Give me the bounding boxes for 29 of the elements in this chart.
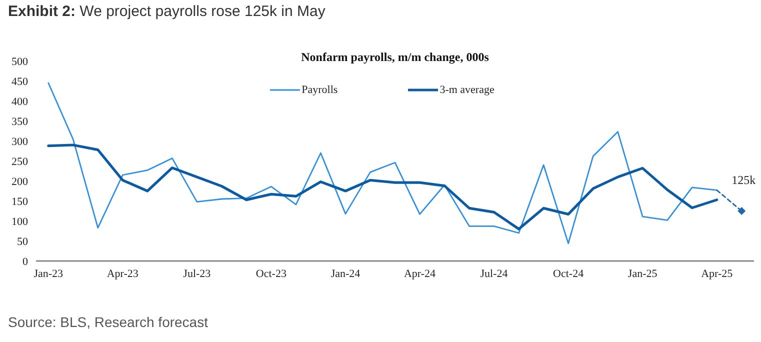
- source-note: Source: BLS, Research forecast: [8, 314, 208, 330]
- x-tick-label: Apr-24: [404, 268, 436, 280]
- chart-subtitle: Nonfarm payrolls, m/m change, 000s: [300, 50, 490, 65]
- line-series: [47, 144, 718, 230]
- x-tick-label: Oct-24: [553, 268, 584, 280]
- y-tick-label: 200: [12, 176, 28, 188]
- y-tick-label: 150: [12, 196, 28, 208]
- y-tick-label: 250: [12, 156, 28, 168]
- x-tick-label: Oct-23: [256, 268, 287, 280]
- y-tick-label: 100: [12, 216, 28, 228]
- y-tick-label: 350: [12, 116, 28, 128]
- x-tick-label: Apr-25: [701, 268, 734, 280]
- y-tick-label: 400: [12, 96, 28, 108]
- data-label: 125k: [732, 173, 756, 187]
- y-tick-label: 450: [12, 76, 28, 88]
- x-tick-label: Jan-23: [34, 268, 64, 280]
- x-tick-label: Apr-23: [106, 268, 139, 280]
- y-tick-label: 300: [12, 136, 28, 148]
- y-tick-label: 500: [12, 56, 28, 68]
- x-tick-label: Jul-23: [183, 268, 212, 280]
- x-tick-label: Jul-24: [480, 268, 508, 280]
- y-tick-label: 0: [22, 256, 28, 268]
- x-tick-label: Jan-24: [330, 268, 361, 280]
- legend-label: 3-m average: [440, 84, 494, 96]
- line-series: [48, 82, 718, 244]
- legend-label: Payrolls: [302, 84, 338, 96]
- x-tick-label: Jan-25: [628, 268, 658, 280]
- y-tick-label: 50: [17, 236, 28, 248]
- chart-title: Exhibit 2: We project payrolls rose 125k in May: [8, 3, 326, 20]
